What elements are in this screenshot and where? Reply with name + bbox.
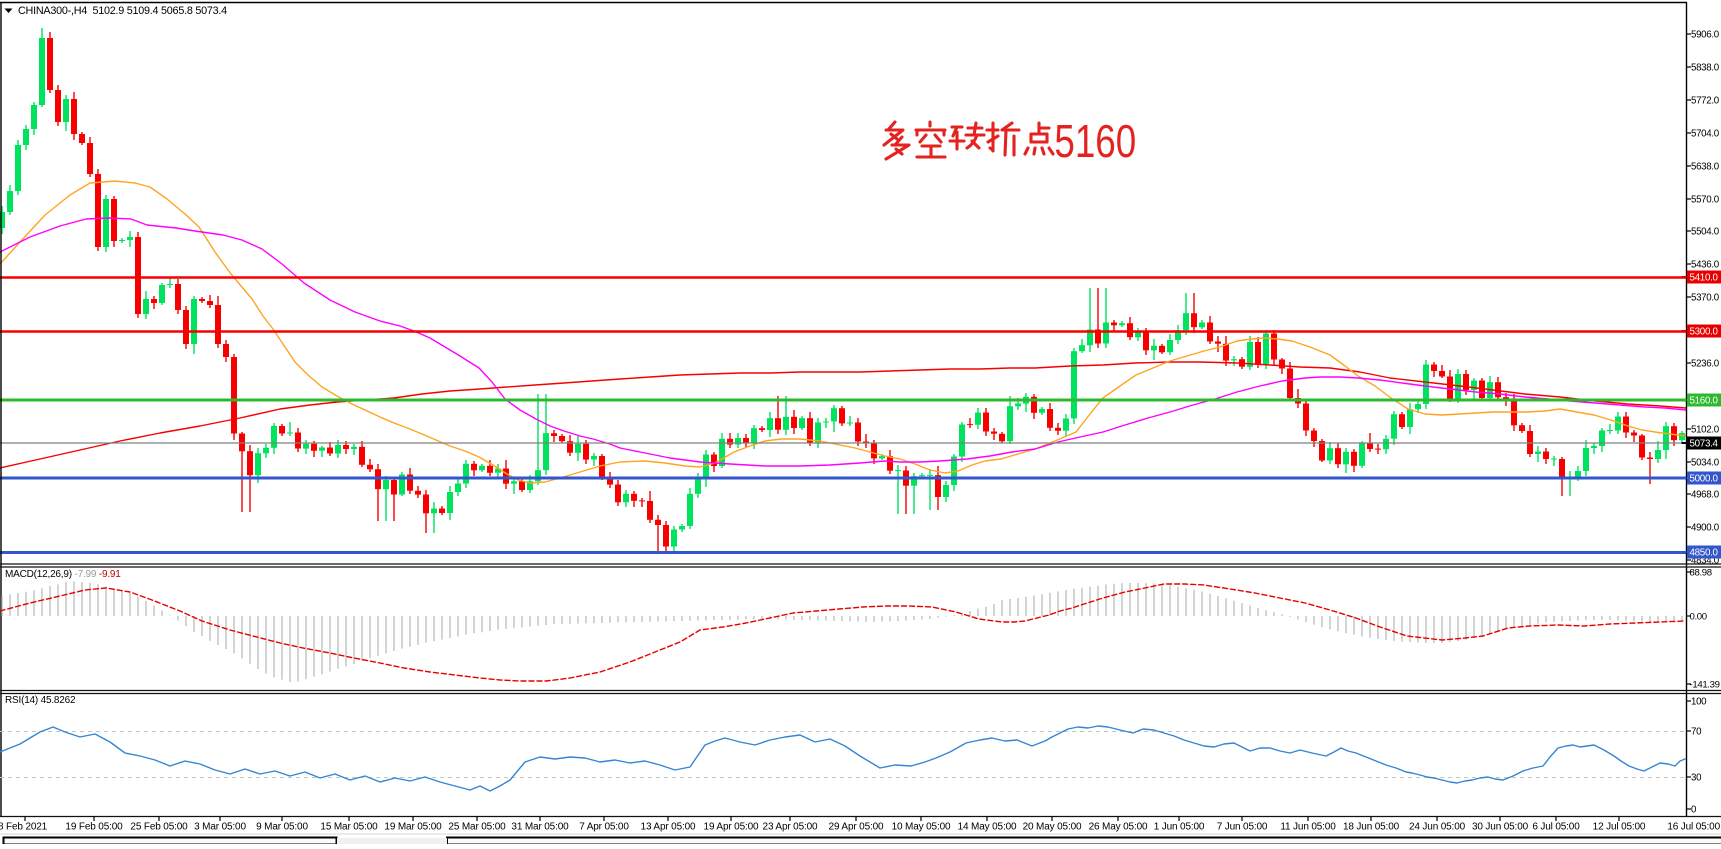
svg-text:100: 100 (1691, 697, 1707, 708)
svg-text:20 May 05:00: 20 May 05:00 (1023, 822, 1082, 833)
svg-text:4850.0: 4850.0 (1690, 548, 1719, 559)
svg-text:7 Jun 05:00: 7 Jun 05:00 (1217, 822, 1268, 833)
svg-text:1 Jun 05:00: 1 Jun 05:00 (1154, 822, 1205, 833)
svg-text:13 Apr 05:00: 13 Apr 05:00 (641, 822, 697, 833)
svg-text:29 Apr 05:00: 29 Apr 05:00 (829, 822, 885, 833)
svg-text:19 Apr 05:00: 19 Apr 05:00 (704, 822, 760, 833)
svg-text:4968.0: 4968.0 (1691, 490, 1720, 501)
svg-text:26 May 05:00: 26 May 05:00 (1089, 822, 1148, 833)
svg-text:9 Mar 05:00: 9 Mar 05:00 (256, 822, 308, 833)
svg-text:0: 0 (1691, 805, 1697, 816)
svg-text:5300.0: 5300.0 (1690, 327, 1719, 338)
svg-text:4834.0: 4834.0 (1691, 556, 1720, 567)
svg-text:5160.0: 5160.0 (1690, 396, 1719, 407)
svg-text:5370.0: 5370.0 (1691, 293, 1720, 304)
svg-text:-141.39: -141.39 (1690, 680, 1720, 691)
svg-text:0.00: 0.00 (1690, 612, 1707, 623)
svg-text:5000.0: 5000.0 (1690, 474, 1719, 485)
svg-text:3 Mar 05:00: 3 Mar 05:00 (194, 822, 246, 833)
svg-text:5504.0: 5504.0 (1691, 227, 1720, 238)
svg-text:5160: 5160 (1054, 115, 1136, 167)
svg-text:5236.0: 5236.0 (1691, 359, 1720, 370)
svg-text:25 Mar 05:00: 25 Mar 05:00 (448, 822, 506, 833)
svg-text:5772.0: 5772.0 (1691, 96, 1720, 107)
svg-text:5436.0: 5436.0 (1691, 260, 1720, 271)
svg-text:16 Jul 05:00: 16 Jul 05:00 (1667, 822, 1720, 833)
svg-text:25 Feb 05:00: 25 Feb 05:00 (130, 822, 188, 833)
svg-text:15 Mar 05:00: 15 Mar 05:00 (320, 822, 378, 833)
svg-text:19 Mar 05:00: 19 Mar 05:00 (384, 822, 442, 833)
svg-text:30: 30 (1691, 773, 1702, 784)
svg-text:8 Feb 2021: 8 Feb 2021 (0, 822, 48, 833)
svg-text:5704.0: 5704.0 (1691, 129, 1720, 140)
svg-text:4900.0: 4900.0 (1691, 523, 1720, 534)
svg-text:31 Mar 05:00: 31 Mar 05:00 (511, 822, 569, 833)
svg-text:5410.0: 5410.0 (1690, 273, 1719, 284)
svg-text:30 Jun 05:00: 30 Jun 05:00 (1472, 822, 1529, 833)
svg-text:6 Jul 05:00: 6 Jul 05:00 (1532, 822, 1580, 833)
svg-text:12 Jul 05:00: 12 Jul 05:00 (1593, 822, 1646, 833)
svg-text:5638.0: 5638.0 (1691, 162, 1720, 173)
svg-text:7 Apr 05:00: 7 Apr 05:00 (579, 822, 629, 833)
svg-text:23 Apr 05:00: 23 Apr 05:00 (763, 822, 819, 833)
svg-text:11 Jun 05:00: 11 Jun 05:00 (1280, 822, 1336, 833)
svg-text:24 Jun 05:00: 24 Jun 05:00 (1409, 822, 1466, 833)
svg-text:5034.0: 5034.0 (1691, 458, 1720, 469)
svg-text:10 May 05:00: 10 May 05:00 (892, 822, 951, 833)
svg-text:5838.0: 5838.0 (1691, 63, 1720, 74)
svg-text:RSI(14) 45.8262: RSI(14) 45.8262 (5, 695, 76, 706)
svg-text:70: 70 (1691, 727, 1702, 738)
svg-text:14 May 05:00: 14 May 05:00 (958, 822, 1017, 833)
svg-text:5906.0: 5906.0 (1691, 30, 1720, 41)
svg-text:19 Feb 05:00: 19 Feb 05:00 (65, 822, 123, 833)
svg-text:5102.0: 5102.0 (1691, 425, 1720, 436)
svg-text:88.98: 88.98 (1690, 568, 1712, 579)
svg-text:CHINA300-,H4 5102.9 5109.4 50: CHINA300-,H4 5102.9 5109.4 5065.8 5073.4 (18, 5, 227, 17)
svg-text:18 Jun 05:00: 18 Jun 05:00 (1343, 822, 1400, 833)
svg-text:MACD(12,26,9) -7.99 -9.91: MACD(12,26,9) -7.99 -9.91 (5, 569, 121, 580)
svg-text:5073.4: 5073.4 (1690, 439, 1719, 450)
svg-text:5570.0: 5570.0 (1691, 195, 1720, 206)
